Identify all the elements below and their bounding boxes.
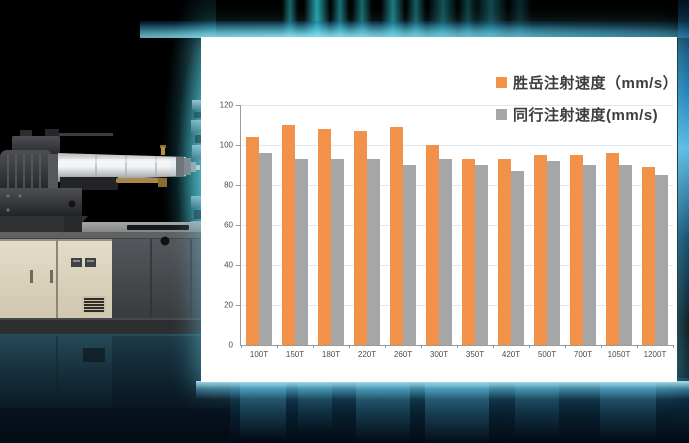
x-axis-label-350T: 350T — [465, 350, 485, 359]
legend-item-shengyue: 胜岳注射速度（mm/s） — [496, 71, 678, 93]
x-axis-label-150T: 150T — [285, 350, 305, 359]
x-axis-label-260T: 260T — [393, 350, 413, 359]
y-axis-label-0: 0 — [228, 340, 233, 350]
gridline-40 — [241, 265, 673, 266]
panel-bottom-glow — [196, 381, 689, 399]
bar-s1-350T — [462, 159, 475, 345]
y-axis-label-120: 120 — [219, 100, 233, 110]
gridline-120 — [241, 105, 673, 106]
bar-s2-260T — [403, 165, 416, 345]
x-tick-2 — [313, 345, 314, 348]
y-tick-80 — [236, 185, 240, 186]
x-tick-10 — [601, 345, 602, 348]
y-axis-label-40: 40 — [224, 260, 233, 270]
bar-s2-150T — [295, 159, 308, 345]
x-tick-7 — [493, 345, 494, 348]
x-tick-9 — [565, 345, 566, 348]
legend-item-tonghang: 同行注射速度(mm/s) — [496, 103, 678, 125]
y-tick-120 — [236, 105, 240, 106]
x-tick-12 — [673, 345, 674, 348]
right-blue-streak — [678, 0, 689, 330]
x-tick-3 — [349, 345, 350, 348]
x-tick-8 — [529, 345, 530, 348]
x-tick-11 — [637, 345, 638, 348]
y-axis-label-60: 60 — [224, 220, 233, 230]
x-tick-5 — [421, 345, 422, 348]
bar-s2-100T — [259, 153, 272, 345]
bar-s2-220T — [367, 159, 380, 345]
x-axis-label-500T: 500T — [537, 350, 557, 359]
bar-s2-1050T — [619, 165, 632, 345]
x-tick-1 — [277, 345, 278, 348]
bar-s2-700T — [583, 165, 596, 345]
bar-s1-420T — [498, 159, 511, 345]
y-tick-40 — [236, 265, 240, 266]
x-axis-label-700T: 700T — [573, 350, 593, 359]
bar-s1-150T — [282, 125, 295, 345]
bar-s2-1200T — [655, 175, 668, 345]
x-axis-label-1200T: 1200T — [643, 350, 667, 359]
bar-s1-500T — [534, 155, 547, 345]
x-axis-label-1050T: 1050T — [607, 350, 631, 359]
bar-s1-1050T — [606, 153, 619, 345]
bar-s1-300T — [426, 145, 439, 345]
x-axis-label-420T: 420T — [501, 350, 521, 359]
gridline-20 — [241, 305, 673, 306]
bar-s1-700T — [570, 155, 583, 345]
x-tick-0 — [241, 345, 242, 348]
gridline-100 — [241, 145, 673, 146]
y-tick-60 — [236, 225, 240, 226]
injection-unit — [0, 129, 200, 232]
gridline-80 — [241, 185, 673, 186]
machine-base-cabinet — [0, 236, 230, 334]
bar-s2-180T — [331, 159, 344, 345]
bar-s2-300T — [439, 159, 452, 345]
plot-area: 0 20 40 60 80 100 120 100T 150T 180T 220T 260T 300T 3… — [220, 101, 674, 359]
y-tick-20 — [236, 305, 240, 306]
legend-label-tonghang: 同行注射速度(mm/s) — [513, 106, 659, 124]
x-tick-6 — [457, 345, 458, 348]
bar-s1-220T — [354, 131, 367, 345]
injection-molding-machine-image — [0, 100, 230, 443]
legend-swatch-orange — [496, 76, 507, 88]
top-cyan-band — [140, 21, 689, 38]
chart-panel: 胜岳注射速度（mm/s） 同行注射速度(mm/s) 0 20 40 60 80 100 12… — [201, 37, 678, 382]
bar-s1-260T — [390, 127, 403, 345]
bar-s2-420T — [511, 171, 524, 345]
y-tick-100 — [236, 145, 240, 146]
x-axis-label-100T: 100T — [249, 350, 269, 359]
x-axis-label-220T: 220T — [357, 350, 377, 359]
bar-s2-350T — [475, 165, 488, 345]
legend-swatch-gray — [496, 108, 507, 120]
x-tick-4 — [385, 345, 386, 348]
x-axis-label-180T: 180T — [321, 350, 341, 359]
bar-s2-500T — [547, 161, 560, 345]
bar-s1-100T — [246, 137, 259, 345]
chart-legend: 胜岳注射速度（mm/s） 同行注射速度(mm/s) — [496, 71, 678, 135]
y-axis-label-100: 100 — [219, 140, 233, 150]
gridline-60 — [241, 225, 673, 226]
bar-s1-1200T — [642, 167, 655, 345]
y-axis-label-20: 20 — [224, 300, 233, 310]
bar-s1-180T — [318, 129, 331, 345]
x-axis-label-300T: 300T — [429, 350, 449, 359]
legend-label-shengyue: 胜岳注射速度（mm/s） — [513, 74, 679, 92]
y-axis-label-80: 80 — [224, 180, 233, 190]
